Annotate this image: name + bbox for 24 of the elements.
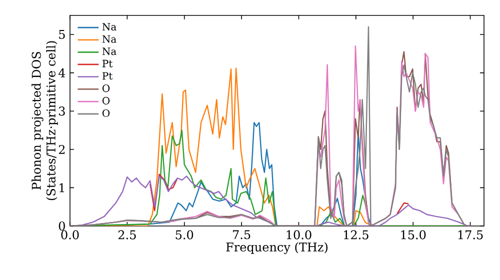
legend-label: O: [102, 84, 110, 92]
legend-label: Na: [102, 48, 116, 56]
legend-label: O: [102, 109, 110, 117]
x-tick-label: 5.0: [176, 230, 194, 240]
x-tick-label: 12.5: [344, 230, 368, 240]
x-tick-label: 10.0: [286, 230, 312, 240]
x-tick-label: 2.5: [118, 230, 136, 240]
y-tick-label: 0: [58, 221, 65, 231]
y-tick-label: 4: [58, 68, 66, 78]
y-tick-label: 2: [58, 144, 65, 154]
y-tick-label: 3: [59, 106, 65, 116]
legend-label: Na: [102, 35, 116, 43]
y-tick-label: 5: [59, 30, 65, 39]
legend-label: Pt: [102, 72, 113, 80]
x-tick-label: 7.5: [233, 230, 250, 240]
legend-label: O: [102, 96, 110, 104]
x-tick-label: 17.5: [458, 230, 483, 240]
y-axis-title: Phonon projected DOS (States/THz·primitive cell): [32, 41, 58, 200]
x-tick-label: 15.0: [401, 230, 426, 240]
legend-label: Na: [102, 23, 116, 30]
legend-label: Pt: [102, 60, 113, 68]
x-tick-label: 0.0: [61, 230, 79, 240]
y-tick-label: 1: [60, 183, 64, 192]
x-axis-title: Frequency (THz): [226, 242, 328, 254]
